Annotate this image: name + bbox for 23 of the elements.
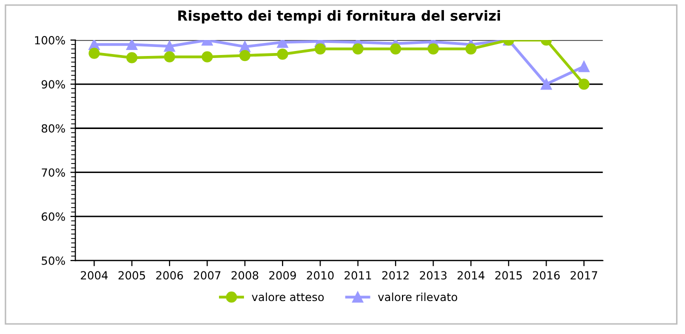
legend-label: valore atteso [252,292,324,302]
x-tick-label: 2015 [495,271,522,280]
x-tick-label: 2006 [156,271,183,280]
y-tick-label: 80% [42,124,66,133]
x-tick-label: 2008 [232,271,258,280]
y-tick-label: 100% [35,36,66,44]
y-tick-label: 90% [42,80,66,89]
x-tick-label: 2017 [570,271,598,280]
x-tick-label: 2010 [306,271,334,280]
x-tick-label: 2011 [344,271,372,280]
x-tick-label: 2005 [118,271,146,280]
x-tick-label: 2009 [269,271,296,280]
legend-label: valore rilevato [378,292,458,302]
y-tick-label: 70% [42,168,66,177]
y-tick-label: 60% [42,212,66,221]
y-tick-label: 50% [42,256,66,265]
x-tick-label: 2004 [80,271,108,280]
chart-title: Rispetto dei tempi di fornitura del servizi [178,10,500,24]
x-tick-label: 2012 [382,271,409,280]
x-tick-label: 2016 [532,271,560,280]
x-tick-label: 2007 [194,271,220,280]
x-tick-label: 2013 [420,271,447,280]
x-tick-label: 2014 [458,271,484,280]
